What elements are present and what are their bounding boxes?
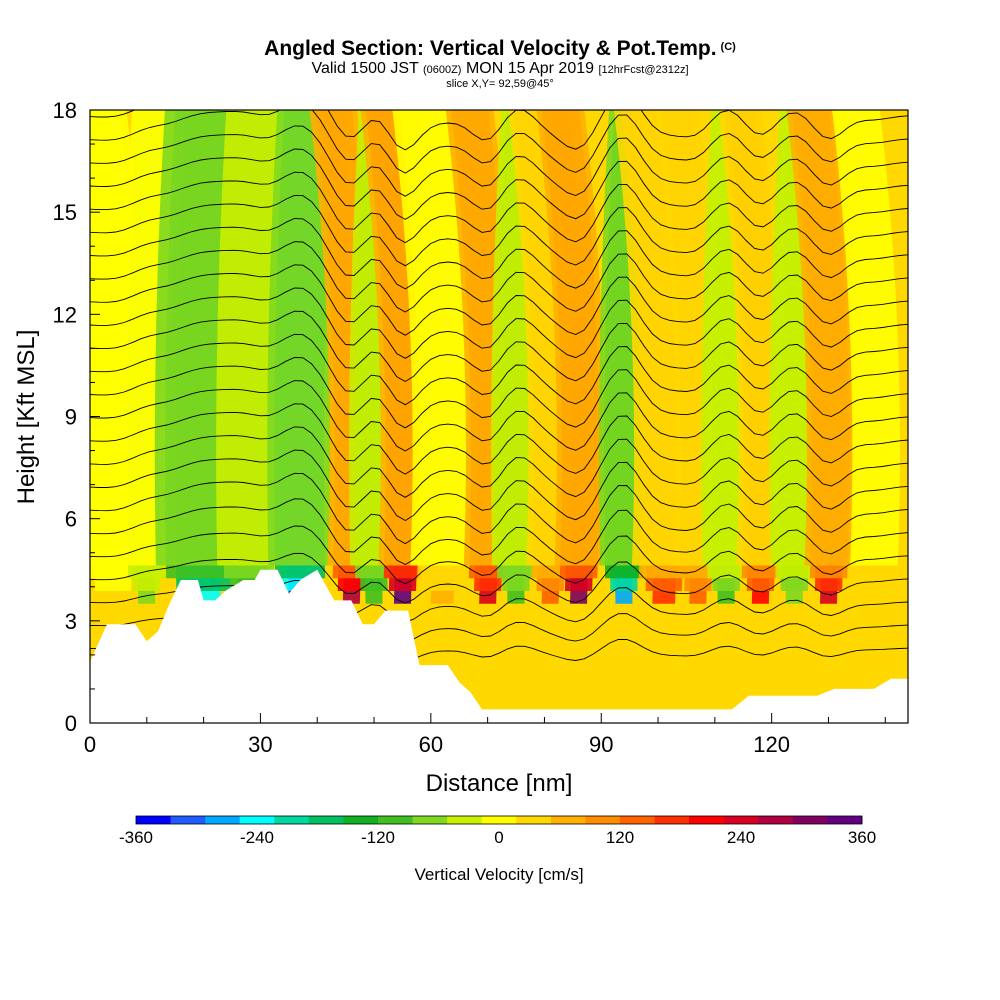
colorbar-swatch xyxy=(758,816,794,824)
theta-contour xyxy=(90,264,908,336)
colorbar-swatch xyxy=(308,816,344,824)
x-axis: 0 30 60 90 120 xyxy=(84,713,886,757)
colorbar-tick-label: 240 xyxy=(727,828,755,847)
theta-contour xyxy=(90,241,908,313)
theta-contour xyxy=(90,580,908,623)
colorbar-tick-label: 360 xyxy=(848,828,876,847)
x-tick-label: 0 xyxy=(84,732,96,757)
colorbar-swatch xyxy=(447,816,483,824)
colorbar-swatch xyxy=(550,816,586,824)
colorbar-swatch xyxy=(516,816,552,824)
y-tick-label: 9 xyxy=(65,405,77,430)
velocity-band xyxy=(786,110,855,566)
colorbar-tick-label: 120 xyxy=(606,828,634,847)
theta-contour xyxy=(90,449,908,522)
theta-contour xyxy=(90,148,908,220)
terrain-mask xyxy=(90,569,908,723)
theta-contour xyxy=(90,333,908,406)
colorbar-title: Vertical Velocity [cm/s] xyxy=(414,865,583,884)
chart-header: Angled Section: Vertical Velocity & Pot.… xyxy=(0,36,1000,91)
theta-contour xyxy=(90,472,908,545)
theta-contour xyxy=(90,357,908,429)
theta-contour xyxy=(90,498,908,566)
colorbar-swatch xyxy=(205,816,241,824)
slice-info: slice X,Y= 92,59@45° xyxy=(446,78,554,90)
y-axis-title: Height [Kft MSL] xyxy=(13,330,40,505)
colorbar-tick-label: -240 xyxy=(240,828,274,847)
chart-title: Angled Section: Vertical Velocity & Pot.… xyxy=(264,37,736,60)
velocity-band xyxy=(536,110,605,566)
colorbar: -360 -240 -120 0 120 240 360 xyxy=(119,815,876,847)
terrain-fill xyxy=(90,569,908,723)
x-tick-label: 120 xyxy=(753,732,790,757)
theta-contour xyxy=(90,125,908,197)
y-tick-label: 6 xyxy=(65,507,77,532)
colorbar-swatch xyxy=(481,816,517,824)
x-tick-label: 30 xyxy=(248,732,272,757)
y-tick-label: 0 xyxy=(65,711,77,736)
x-tick-label: 60 xyxy=(419,732,443,757)
colorbar-tick-label: -120 xyxy=(361,828,395,847)
colorbar-swatch xyxy=(274,816,310,824)
theta-contour xyxy=(90,380,908,452)
y-tick-label: 15 xyxy=(53,200,77,225)
colorbar-swatch xyxy=(412,816,448,824)
y-axis: 0 3 6 9 12 15 18 xyxy=(53,98,100,736)
theta-contour xyxy=(90,525,908,585)
x-axis-title: Distance [nm] xyxy=(426,770,573,797)
colorbar-swatch xyxy=(170,816,206,824)
colorbar-swatch xyxy=(136,816,171,824)
theta-contour xyxy=(90,287,908,359)
theta-contour xyxy=(90,403,908,475)
colorbar-tick-label: 0 xyxy=(494,828,503,847)
x-tick-label: 90 xyxy=(589,732,613,757)
velocity-band xyxy=(392,110,477,566)
colorbar-swatch xyxy=(792,816,828,824)
colorbar-swatch xyxy=(827,816,863,824)
colorbar-swatch xyxy=(723,816,759,824)
y-tick-label: 12 xyxy=(53,302,77,327)
colorbar-swatch xyxy=(585,816,621,824)
chart-subtitle: Valid 1500 JST (0600Z) MON 15 Apr 2019 [… xyxy=(311,60,689,77)
colorbar-swatch xyxy=(689,816,725,824)
y-tick-label: 3 xyxy=(65,609,77,634)
potential-temperature-contours xyxy=(90,110,908,662)
theta-contour xyxy=(90,110,908,174)
colorbar-swatch xyxy=(620,816,655,824)
y-tick-label: 18 xyxy=(53,98,77,123)
theta-contour xyxy=(90,426,908,498)
colorbar-frame xyxy=(135,815,863,825)
colorbar-swatch xyxy=(654,816,690,824)
theta-contour xyxy=(90,552,908,604)
theta-contour xyxy=(90,218,908,290)
theta-contour xyxy=(90,171,908,244)
colorbar-tick-label: -360 xyxy=(119,828,153,847)
colorbar-swatch xyxy=(343,816,379,824)
theta-contour xyxy=(90,310,908,383)
velocity-band xyxy=(832,110,901,566)
colorbar-swatch xyxy=(378,816,413,824)
colorbar-swatch xyxy=(239,816,275,824)
theta-contour xyxy=(90,194,908,267)
theta-contour xyxy=(90,110,908,151)
